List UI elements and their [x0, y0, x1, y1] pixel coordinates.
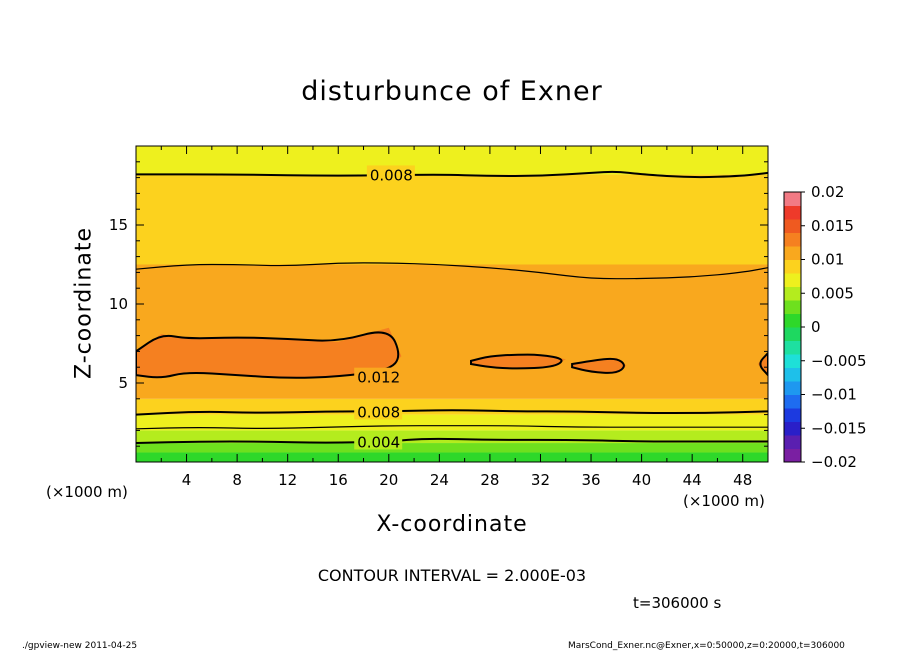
contour-label-3: 0.004: [357, 433, 400, 451]
colorbar-label-4: 0: [811, 318, 821, 336]
core-fill-5: [136, 327, 402, 379]
colorbar-swatch-18: [784, 205, 801, 220]
contour-interval-note: CONTOUR INTERVAL = 2.000E-03: [317, 566, 587, 585]
x-tick-label-36: 36: [581, 471, 600, 489]
contour-label-bg-0: [366, 165, 415, 183]
colorbar-swatch-7: [784, 354, 801, 368]
colorbar-swatch-8: [784, 340, 801, 355]
contour-line-0.012-6: [470, 353, 563, 370]
contour-line-0.012-7: [571, 357, 625, 374]
x-tick-label-28: 28: [480, 471, 499, 489]
colorbar-label-8: −0.02: [811, 453, 857, 471]
x-tick-label-16: 16: [329, 471, 348, 489]
x-tick-label-48: 48: [733, 471, 752, 489]
contour-labels: 0.008 0.012 0.008 0.004: [354, 165, 415, 451]
colorbar-label-2: 0.01: [811, 251, 844, 269]
colorbar-swatch-19: [784, 192, 801, 206]
colorbar-swatch-3: [784, 408, 801, 422]
contour-line-0.006-1: [136, 425, 768, 430]
contour-line-0.010-3: [136, 262, 768, 280]
x-tick-label-20: 20: [379, 471, 398, 489]
colorbar-label-6: −0.01: [811, 386, 857, 404]
chart-title: disturbunce of Exner: [301, 76, 603, 107]
time-note: t=306000 s: [633, 594, 722, 612]
colorbar-swatch-4: [784, 394, 801, 409]
colorbar-label-1: 0.015: [811, 217, 854, 235]
x-tick-label-32: 32: [531, 471, 550, 489]
colorbar-swatch-9: [784, 327, 801, 341]
contour-lines: [136, 170, 768, 444]
band-8: [136, 146, 768, 175]
colorbar-swatch-12: [784, 286, 801, 301]
colorbar-label-3: 0.005: [811, 284, 854, 302]
colorbar-swatch-10: [784, 313, 801, 328]
colorbar-swatch-5: [784, 381, 801, 395]
y-tick-label-10: 10: [109, 295, 128, 313]
x-unit-label-right: (×1000 m): [683, 492, 765, 510]
contour-label-bg-3: [354, 432, 403, 450]
contour-label-0: 0.008: [370, 166, 413, 184]
x-tick-label-12: 12: [278, 471, 297, 489]
contour-line-0.012-8: [759, 351, 768, 377]
footer-left: ./gpview-new 2011-04-25: [22, 641, 138, 651]
x-tick-label-24: 24: [430, 471, 449, 489]
core-fill-8: [757, 353, 768, 376]
band-7: [136, 174, 768, 265]
colorbar-swatch-0: [784, 448, 801, 463]
core-fill-6: [471, 354, 566, 369]
x-unit-label-left: (×1000 m): [46, 483, 128, 501]
colorbar-swatch-17: [784, 219, 801, 233]
band-1: [136, 443, 768, 453]
contour-label-2: 0.008: [357, 403, 400, 421]
colorbar: 0.02 0.015 0.01 0.005 0 −0.005 −0.01 −0.015 −0.0…: [783, 183, 867, 471]
colorbar-swatch-2: [784, 421, 801, 436]
footer-right: MarsCond_Exner.nc@Exner,x=0:50000,z=0:20…: [568, 641, 845, 651]
contour-line-0.004-0: [136, 437, 768, 444]
y-tick-label-5: 5: [118, 374, 128, 392]
colorbar-swatch-14: [784, 259, 801, 274]
contour-label-bg-2: [354, 402, 403, 420]
band-0: [136, 452, 768, 462]
x-tick-label-8: 8: [232, 471, 242, 489]
contour-line-0.008-2: [136, 409, 768, 416]
colorbar-swatch-16: [784, 232, 801, 247]
contour-line-0.008-4: [136, 170, 768, 179]
contour-label-1: 0.012: [357, 369, 400, 387]
colorbar-swatch-11: [784, 300, 801, 314]
x-tick-label-44: 44: [683, 471, 702, 489]
filled-contour-bands: [136, 146, 768, 462]
band-4: [136, 398, 768, 415]
contour-label-bg-1: [354, 367, 403, 385]
colorbar-label-0: 0.02: [811, 183, 844, 201]
colorbar-label-5: −0.005: [811, 352, 867, 370]
band-6: [136, 264, 768, 304]
contour-line-0.012-5: [136, 331, 400, 379]
x-tick-label-4: 4: [182, 471, 192, 489]
colorbar-label-7: −0.015: [811, 419, 867, 437]
x-tick-label-40: 40: [632, 471, 651, 489]
band-3: [136, 414, 768, 431]
colorbar-swatch-1: [784, 435, 801, 449]
x-axis-label: X-coordinate: [376, 512, 528, 537]
colorbar-swatch-15: [784, 246, 801, 260]
colorbar-swatch-13: [784, 273, 801, 287]
colorbar-swatch-6: [784, 367, 801, 382]
y-tick-label-15: 15: [109, 216, 128, 234]
